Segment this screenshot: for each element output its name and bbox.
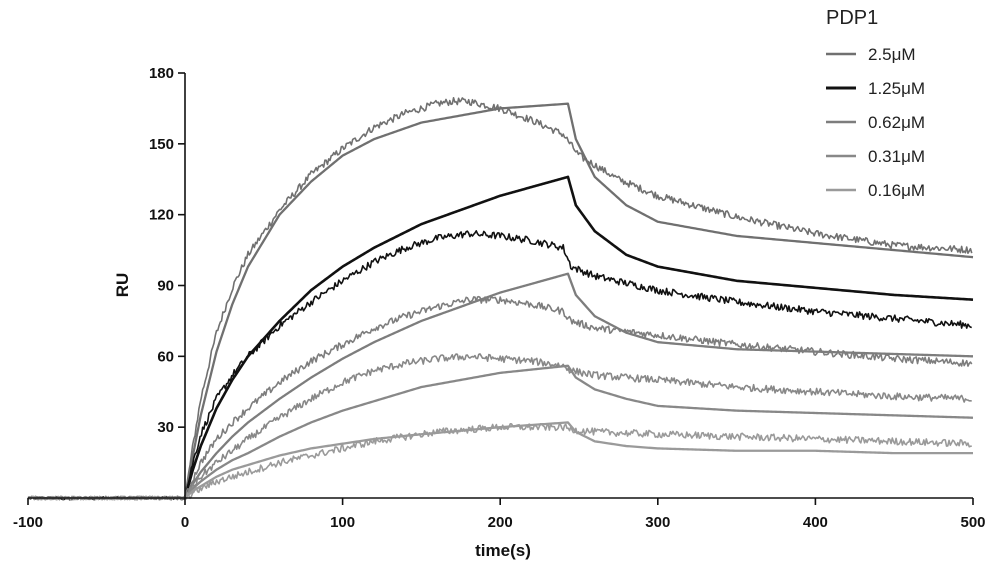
curves-layer — [27, 97, 974, 501]
y-tick-label: 90 — [157, 278, 174, 295]
y-axis-ticks: 30 60 90 120 150 180 — [149, 65, 185, 436]
series-fit-curve — [184, 421, 973, 499]
x-axis-ticks: -100 0 100 200 300 400 500 — [13, 498, 986, 531]
legend: PDP1 2.5μM 1.25μM 0.62μM 0.31μM 0.16μM — [826, 7, 925, 200]
x-axis-title: time(s) — [475, 541, 531, 560]
x-tick-label: -100 — [13, 514, 43, 531]
y-tick-label: 150 — [149, 136, 174, 153]
legend-label: 0.62μM — [868, 113, 925, 132]
x-tick-label: 400 — [803, 514, 828, 531]
x-tick-label: 200 — [488, 514, 513, 531]
legend-label: 2.5μM — [868, 45, 916, 64]
legend-label: 1.25μM — [868, 79, 925, 98]
series-measured-trace — [27, 295, 973, 501]
axes-layer: -100 0 100 200 300 400 500 30 60 90 120 150 180 — [13, 65, 986, 531]
y-tick-label: 120 — [149, 207, 174, 224]
series-fit-curve — [184, 364, 974, 499]
series-fit-curve — [183, 102, 974, 499]
x-tick-label: 0 — [181, 514, 189, 531]
y-tick-label: 30 — [157, 419, 174, 436]
y-tick-label: 60 — [157, 348, 174, 365]
legend-title: PDP1 — [826, 7, 878, 29]
series-fit-curve — [183, 272, 974, 499]
legend-label: 0.31μM — [868, 147, 925, 166]
series-fit-curve — [183, 175, 974, 499]
x-tick-label: 500 — [960, 514, 985, 531]
y-axis-title: RU — [113, 273, 132, 298]
y-tick-label: 180 — [149, 65, 174, 82]
x-tick-label: 100 — [330, 514, 355, 531]
x-tick-label: 300 — [645, 514, 670, 531]
legend-label: 0.16μM — [868, 181, 925, 200]
legend-items: 2.5μM 1.25μM 0.62μM 0.31μM 0.16μM — [826, 45, 925, 200]
